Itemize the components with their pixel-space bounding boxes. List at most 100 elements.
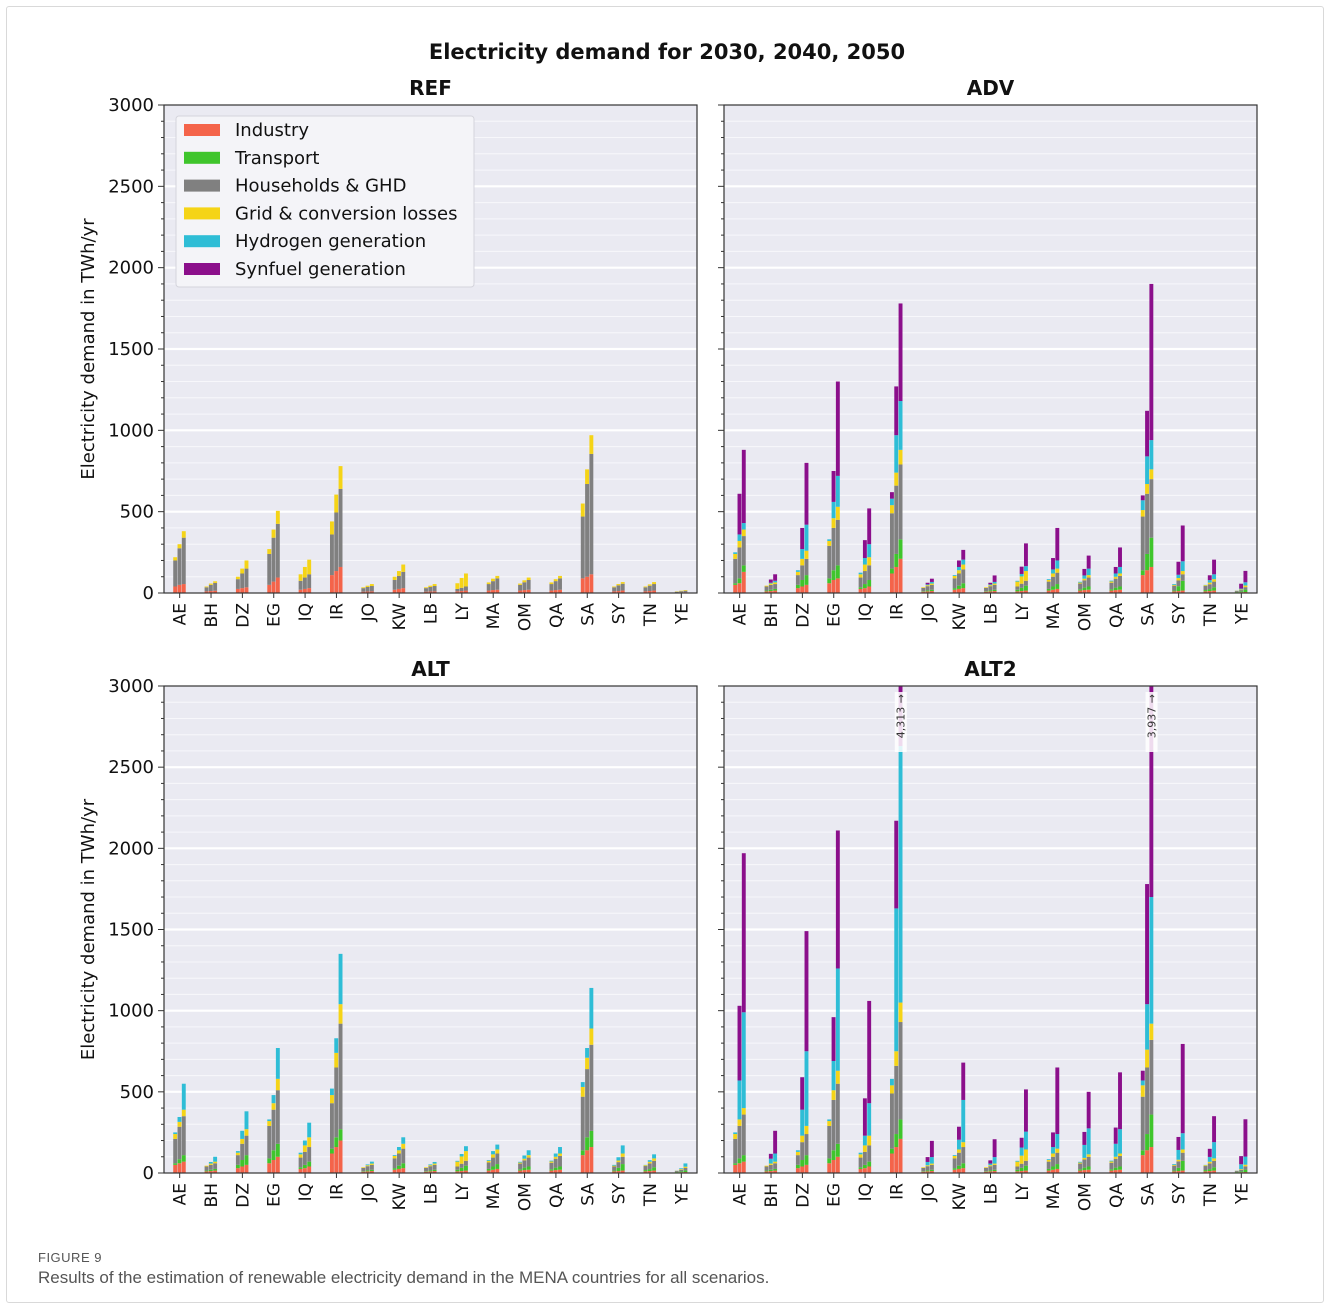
bar-segment-ir-2040-3 — [894, 472, 899, 486]
bar-segment-kw-2040-0 — [957, 588, 961, 593]
bar-segment-kw-2030-4 — [952, 575, 957, 576]
bar-segment-jo-2040-2 — [365, 1166, 370, 1171]
bar-segment-eg-2040-5 — [831, 471, 836, 502]
bar-segment-eg-2050-5 — [835, 830, 840, 969]
bar-segment-dz-2030-3 — [795, 1151, 800, 1156]
x-tick-label: YE — [1232, 603, 1252, 625]
bar-segment-ir-2030-5 — [889, 492, 894, 499]
bar-segment-tn-2040-2 — [1207, 584, 1212, 590]
bar-segment-ma-2030-3 — [1046, 579, 1051, 582]
bar-segment-ae-2030-2 — [733, 558, 738, 584]
bar-segment-sy-2050-1 — [1180, 580, 1185, 591]
bar-segment-qa-2030-0 — [549, 1170, 554, 1173]
bar-segment-kw-2030-2 — [392, 1158, 397, 1169]
bar-segment-iq-2040-2 — [302, 1151, 307, 1165]
bar-segment-om-2030-0 — [518, 590, 523, 593]
bar-segment-lb-2040-0 — [428, 591, 433, 593]
bar-segment-sa-2030-0 — [1140, 1155, 1145, 1173]
bar-segment-ma-2030-4 — [1046, 1159, 1051, 1161]
bar-segment-bh-2040-2 — [768, 584, 773, 590]
bar-segment-jo-2040-0 — [925, 1171, 930, 1173]
bar-segment-lb-2040-3 — [988, 585, 993, 587]
bar-segment-ly-2050-1 — [464, 1165, 468, 1171]
bar-segment-sy-2050-3 — [620, 1153, 625, 1157]
bar-segment-ae-2030-4 — [173, 1132, 178, 1135]
bar-segment-ye-2040-4 — [679, 1168, 684, 1170]
bar-segment-bh-2040-3 — [208, 583, 213, 585]
bar-segment-eg-2050-1 — [275, 1143, 280, 1157]
bar-segment-ir-2050-1 — [898, 1119, 903, 1139]
bar-segment-jo-2050-5 — [929, 1140, 934, 1158]
bar-segment-ir-2040-3 — [334, 1052, 339, 1068]
bar-segment-qa-2030-3 — [1109, 1161, 1114, 1163]
bar-segment-kw-2040-1 — [957, 585, 961, 589]
panel-alt2: ALT2 AE BH DZ EG IQ IR JO KW LB LY MA OM QA SA SY TN YE 4,… — [718, 657, 1258, 1211]
bar-segment-sy-2050-4 — [1180, 561, 1185, 572]
bar-segment-ma-2040-0 — [1051, 589, 1055, 593]
bar-segment-bh-2040-5 — [768, 579, 773, 583]
bar-segment-om-2030-4 — [518, 1161, 523, 1163]
bar-segment-sy-2040-1 — [616, 1167, 621, 1172]
x-tick-label: AE — [171, 603, 191, 625]
bar-segment-bh-2040-0 — [768, 1171, 773, 1173]
bar-segment-qa-2040-4 — [1113, 1143, 1118, 1157]
bar-segment-sy-2040-3 — [1176, 1159, 1181, 1162]
bar-segment-tn-2030-0 — [643, 1171, 648, 1173]
bar-segment-sa-2040-4 — [1145, 1004, 1150, 1050]
bar-segment-jo-2030-3 — [921, 587, 926, 588]
bar-segment-ye-2050-3 — [683, 1166, 688, 1168]
bar-segment-iq-2040-0 — [862, 588, 867, 593]
bar-segment-ir-2030-3 — [889, 505, 894, 514]
bar-segment-sa-2040-1 — [1145, 553, 1150, 571]
bar-segment-sy-2040-2 — [1176, 1161, 1181, 1168]
bar-segment-qa-2050-5 — [1118, 1072, 1122, 1130]
bar-segment-bh-2030-1 — [764, 1170, 769, 1172]
bar-segment-sa-2050-1 — [1149, 537, 1154, 567]
bar-segment-ae-2030-1 — [173, 1163, 178, 1165]
bar-segment-iq-2050-0 — [867, 586, 872, 593]
bar-segment-dz-2050-0 — [244, 587, 249, 593]
bar-segment-tn-2050-3 — [652, 1158, 657, 1161]
bar-segment-lb-2040-3 — [428, 1165, 433, 1167]
bar-segment-sa-2050-2 — [1149, 479, 1154, 538]
bar-segment-ly-2050-0 — [464, 1170, 468, 1173]
bar-segment-iq-2050-2 — [867, 565, 872, 580]
bar-segment-ma-2050-0 — [1055, 1168, 1060, 1173]
y-tick-label: 1000 — [108, 1001, 154, 1022]
bar-segment-sa-2050-0 — [1149, 1147, 1154, 1173]
y-axis-label: Electricity demand in TWh/yr — [78, 218, 99, 480]
bar-segment-bh-2050-5 — [773, 574, 778, 581]
bar-segment-iq-2030-1 — [858, 1167, 863, 1169]
x-tick-label: SY — [610, 1182, 630, 1204]
bar-segment-iq-2050-3 — [307, 1137, 312, 1148]
bar-segment-sy-2040-5 — [1176, 1136, 1181, 1150]
legend-swatch — [184, 235, 220, 248]
bar-segment-sy-2030-0 — [612, 591, 617, 593]
bar-segment-ae-2050-0 — [181, 584, 186, 593]
bar-segment-sy-2030-1 — [1172, 590, 1177, 592]
bar-segment-qa-2040-0 — [1113, 590, 1118, 593]
x-tick-label: KW — [950, 603, 970, 631]
bar-segment-ir-2030-0 — [329, 575, 334, 593]
x-tick-label: DZ — [233, 1183, 253, 1208]
bar-segment-ma-2050-1 — [1055, 584, 1060, 589]
bar-segment-ir-2030-2 — [889, 1093, 894, 1149]
bar-segment-qa-2030-4 — [549, 1160, 554, 1162]
bar-segment-ma-2050-3 — [1055, 1148, 1060, 1153]
bar-segment-ma-2030-2 — [1046, 1161, 1051, 1169]
y-tick-label: 3000 — [108, 676, 154, 697]
x-tick-label: MA — [484, 1183, 504, 1210]
bar-segment-jo-2040-0 — [365, 591, 370, 593]
bar-segment-kw-2050-0 — [961, 1168, 966, 1173]
x-tick-label: KW — [390, 1183, 410, 1211]
bar-segment-lb-2040-0 — [988, 1171, 993, 1173]
bar-segment-om-2050-1 — [1086, 586, 1091, 590]
bar-segment-sa-2040-0 — [585, 1150, 590, 1173]
bar-segment-lb-2050-3 — [992, 583, 997, 585]
bar-segment-dz-2040-0 — [240, 1166, 245, 1173]
bar-segment-ly-2050-1 — [1024, 1165, 1028, 1171]
bar-segment-om-2050-0 — [526, 1169, 531, 1173]
bar-segment-ly-2030-3 — [1015, 1161, 1020, 1167]
bar-segment-kw-2040-3 — [397, 571, 401, 576]
bar-segment-sy-2050-1 — [1180, 1160, 1185, 1171]
